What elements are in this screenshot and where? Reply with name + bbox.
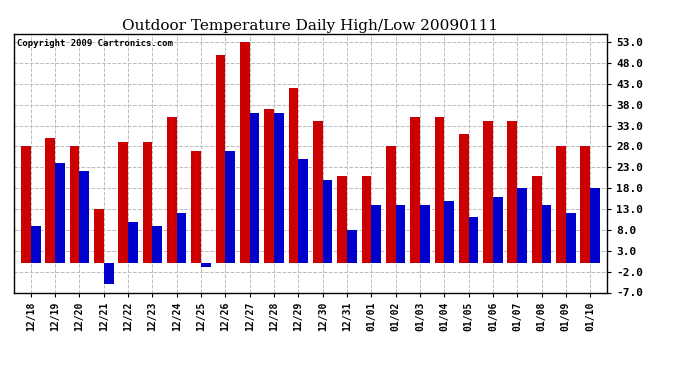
Bar <box>347 230 357 263</box>
Bar <box>128 222 138 263</box>
Bar <box>395 205 405 263</box>
Bar <box>362 176 371 263</box>
Bar <box>411 117 420 263</box>
Bar <box>79 171 89 263</box>
Bar <box>31 226 41 263</box>
Bar <box>518 188 527 263</box>
Bar <box>566 213 575 263</box>
Bar <box>288 88 298 263</box>
Bar <box>264 109 274 263</box>
Bar <box>469 217 478 263</box>
Title: Outdoor Temperature Daily High/Low 20090111: Outdoor Temperature Daily High/Low 20090… <box>122 19 499 33</box>
Bar <box>371 205 381 263</box>
Bar <box>216 55 226 263</box>
Bar <box>483 122 493 263</box>
Bar <box>493 196 502 263</box>
Bar <box>167 117 177 263</box>
Bar <box>46 138 55 263</box>
Bar <box>507 122 518 263</box>
Bar <box>556 146 566 263</box>
Bar <box>94 209 104 263</box>
Bar <box>386 146 395 263</box>
Bar <box>226 151 235 263</box>
Bar <box>152 226 162 263</box>
Bar <box>337 176 347 263</box>
Bar <box>104 263 114 284</box>
Bar <box>143 142 152 263</box>
Bar <box>532 176 542 263</box>
Bar <box>119 142 128 263</box>
Bar <box>542 205 551 263</box>
Bar <box>590 188 600 263</box>
Bar <box>313 122 323 263</box>
Bar <box>298 159 308 263</box>
Bar <box>177 213 186 263</box>
Bar <box>240 42 250 263</box>
Bar <box>201 263 210 267</box>
Bar <box>580 146 590 263</box>
Bar <box>21 146 31 263</box>
Bar <box>70 146 79 263</box>
Bar <box>435 117 444 263</box>
Bar <box>274 113 284 263</box>
Bar <box>191 151 201 263</box>
Bar <box>444 201 454 263</box>
Text: Copyright 2009 Cartronics.com: Copyright 2009 Cartronics.com <box>17 39 172 48</box>
Bar <box>459 134 469 263</box>
Bar <box>323 180 333 263</box>
Bar <box>420 205 430 263</box>
Bar <box>250 113 259 263</box>
Bar <box>55 163 65 263</box>
